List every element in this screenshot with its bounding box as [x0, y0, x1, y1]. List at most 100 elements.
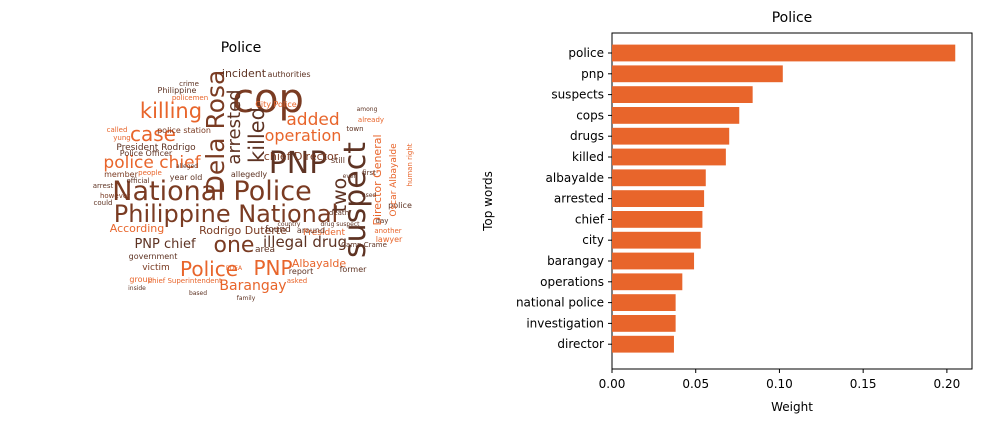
wordcloud-word: even — [343, 173, 358, 180]
wordcloud-word: chief Superintendent — [148, 277, 222, 285]
wordcloud-word: City Police — [255, 100, 297, 109]
wordcloud-word: report — [289, 267, 313, 276]
wordcloud-word: allegedly — [231, 170, 268, 179]
wordcloud-word: incident — [222, 67, 267, 80]
wordcloud-word: former — [340, 265, 368, 274]
wordcloud-word: operation — [265, 126, 342, 145]
wordcloud-word: police — [388, 201, 412, 210]
wordcloud-word: human right — [406, 143, 414, 186]
bar — [612, 315, 676, 332]
wordcloud-word: killing — [140, 99, 202, 123]
wordcloud-word: year old — [170, 173, 203, 182]
wordcloud-word: member — [104, 170, 139, 179]
wordcloud-word: authorities — [267, 70, 310, 79]
wordcloud-word: day — [376, 217, 389, 225]
wordcloud-word: official — [126, 177, 149, 185]
y-tick-labels: police pnp suspects cops drugs killed albayald… — [516, 46, 612, 351]
wordcloud-word: group — [129, 275, 152, 284]
bar — [612, 252, 695, 270]
bar — [612, 273, 683, 291]
wordcloud-word: arrest — [93, 182, 114, 190]
wordcloud-word: Director General — [371, 134, 384, 225]
wordcloud-word: used — [362, 192, 377, 199]
wordcloud-word: area — [255, 245, 275, 255]
bar — [612, 86, 753, 103]
wordcloud-word: PNP — [269, 146, 328, 181]
wordcloud-word: inside — [128, 285, 146, 292]
wordcloud-word: chief Director — [264, 150, 339, 163]
wordcloud-word: Camp Crame — [341, 241, 387, 249]
bar — [612, 65, 783, 83]
bar — [612, 169, 706, 187]
chart-title: Police — [772, 10, 813, 26]
bar-chart-panel: Police police pnp suspects cops drugs killed a… — [481, 10, 973, 414]
wordcloud-word: Dela Rosa — [201, 70, 230, 195]
wordcloud-word: added — [286, 110, 339, 130]
wordcloud-word: town — [346, 125, 363, 133]
y-tick-label: investigation — [526, 316, 604, 330]
bars — [612, 44, 956, 353]
wordcloud-word: Albayalde — [292, 257, 347, 270]
wordcloud-word: National Police — [112, 176, 311, 207]
wordcloud-word: case — [130, 122, 176, 146]
y-tick-label: albayalde — [546, 171, 604, 185]
wordcloud-word: asked — [287, 277, 308, 285]
wordcloud-word: alleged — [176, 163, 198, 170]
wordcloud-word: Barangay — [219, 278, 286, 294]
wordcloud-word: based — [189, 290, 207, 297]
wordcloud-word: police station — [157, 126, 211, 135]
wordcloud-word: arrested — [224, 89, 245, 164]
wordcloud-word: According — [110, 222, 164, 235]
x-tick-label: 0.20 — [934, 377, 961, 391]
wordcloud-word: family — [237, 295, 256, 302]
y-tick-label: city — [582, 233, 604, 247]
y-tick-label: operations — [540, 275, 604, 289]
bar — [612, 335, 674, 353]
wordcloud-word: around — [297, 226, 325, 235]
x-tick-label: 0.10 — [766, 377, 793, 391]
wordcloud-word: President Rodrigo — [116, 143, 196, 153]
x-tick-label: 0.15 — [850, 377, 877, 391]
y-axis-label: Top words — [481, 171, 495, 232]
wordcloud-word: already — [358, 116, 384, 124]
bar — [612, 211, 703, 228]
wordcloud-word: yung — [113, 134, 130, 142]
wordcloud-word: Philippine National — [114, 200, 338, 228]
wordcloud-word: still — [331, 156, 345, 165]
y-tick-label: killed — [572, 150, 604, 164]
y-tick-label: barangay — [547, 254, 604, 268]
wordcloud-word: victim — [142, 263, 170, 273]
x-ticks: 0.00 0.05 0.10 0.15 0.20 — [599, 369, 961, 391]
wordcloud-word: lawyer — [376, 235, 403, 244]
wordcloud-word: police chief — [103, 153, 201, 173]
wordcloud-word: Police — [180, 257, 238, 281]
wordcloud-word: PDEA — [226, 265, 243, 272]
wordcloud-word: death — [329, 209, 349, 217]
wordcloud-word: Philippine — [158, 86, 197, 95]
wordcloud-word: first — [362, 169, 376, 177]
y-tick-label: chief — [575, 212, 605, 226]
wordcloud-word: Oscar Albayalde — [389, 143, 399, 217]
x-tick-label: 0.00 — [599, 377, 626, 391]
wordcloud-word: crime — [179, 80, 199, 88]
wordcloud-word: President — [303, 228, 345, 238]
wordcloud-word: Police Officer — [120, 149, 173, 158]
wordcloud-title: Police — [221, 40, 262, 56]
wordcloud-word: found — [265, 225, 291, 235]
wordcloud-word: people — [138, 169, 162, 177]
wordcloud-word: however — [100, 192, 130, 200]
y-tick-label: arrested — [554, 192, 604, 206]
x-axis-label: Weight — [771, 400, 813, 414]
wordcloud-word: country — [278, 221, 301, 228]
wordcloud-word: policemen — [172, 94, 208, 102]
wordcloud-word: could — [94, 199, 113, 207]
wordcloud-word: called — [107, 126, 128, 134]
y-tick-label: director — [557, 337, 604, 351]
y-tick-label: drugs — [570, 129, 604, 143]
bar — [612, 231, 701, 249]
bar — [612, 107, 740, 124]
y-tick-label: cops — [576, 108, 604, 122]
y-tick-label: suspects — [551, 88, 604, 102]
